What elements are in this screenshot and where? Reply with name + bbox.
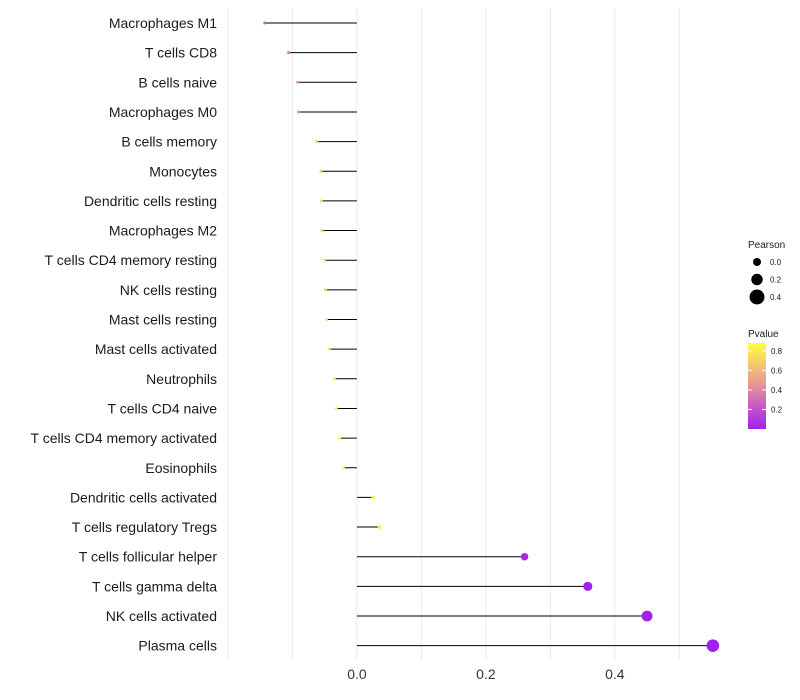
lollipop-point — [287, 51, 291, 55]
legend-pearson-title: Pearson — [748, 240, 785, 251]
x-tick-label: 0.2 — [476, 666, 496, 682]
category-label: B cells memory — [121, 134, 217, 150]
lollipop-point — [334, 406, 338, 410]
x-tick-label: 0.4 — [605, 666, 625, 682]
lollipop-point — [296, 110, 300, 114]
lollipop-stems — [264, 22, 713, 647]
legend-size-point — [749, 289, 765, 305]
category-label: T cells CD4 naive — [108, 400, 218, 416]
lollipop-point — [325, 318, 329, 321]
legend-size-point — [751, 273, 763, 286]
colorbar-tick-label: 0.6 — [771, 366, 783, 375]
category-label: Dendritic cells resting — [84, 193, 217, 209]
category-label: Dendritic cells activated — [70, 489, 217, 505]
category-label: B cells naive — [138, 74, 217, 90]
category-label: T cells CD8 — [145, 45, 217, 61]
legend-size-label: 0.2 — [770, 276, 782, 285]
category-label: T cells CD4 memory resting — [45, 252, 217, 268]
lollipop-point — [327, 347, 331, 351]
pvalue-colorbar — [748, 343, 766, 429]
category-label: Neutrophils — [146, 371, 217, 387]
legend-size-point — [753, 258, 761, 266]
legend-size-label: 0.4 — [770, 293, 782, 302]
category-label: Plasma cells — [138, 638, 217, 654]
lollipop-point — [319, 169, 323, 173]
category-label: Monocytes — [149, 163, 217, 179]
lollipop-point — [323, 258, 327, 262]
category-label: Macrophages M1 — [109, 15, 217, 31]
category-label: T cells follicular helper — [79, 549, 218, 565]
lollipop-point — [641, 610, 653, 622]
legend-size-label: 0.0 — [770, 258, 782, 267]
x-axis-tick-labels: 0.0 0.2 0.4 — [347, 666, 625, 682]
lollipop-point — [332, 377, 336, 381]
colorbar-tick-label: 0.8 — [771, 347, 783, 356]
grid-lines — [227, 8, 680, 660]
category-label: NK cells resting — [120, 282, 217, 298]
lollipop-point — [323, 288, 327, 292]
category-label: Mast cells resting — [109, 312, 217, 328]
lollipop-point — [377, 525, 382, 529]
lollipop-point — [263, 21, 267, 25]
lollipop-point — [706, 639, 720, 652]
lollipop-point — [341, 466, 345, 470]
lollipop-point — [583, 581, 593, 591]
category-label: NK cells activated — [106, 608, 217, 624]
lollipop-point — [371, 495, 375, 500]
lollipop-point — [520, 552, 529, 561]
category-label: Macrophages M2 — [109, 223, 217, 239]
lollipop-points — [263, 21, 720, 652]
colorbar-tick-label: 0.2 — [771, 405, 783, 414]
legend-pvalue-title: Pvalue — [748, 329, 779, 340]
lollipop-point — [296, 80, 300, 84]
lollipop-point — [319, 199, 323, 203]
lollipop-point — [320, 229, 324, 233]
category-label: T cells regulatory Tregs — [72, 519, 217, 535]
category-label: Macrophages M0 — [109, 104, 217, 120]
legend-pearson-size: Pearson 0.0 0.2 0.4 — [748, 240, 785, 305]
category-label: T cells CD4 memory activated — [31, 430, 217, 446]
category-label: Eosinophils — [145, 460, 217, 476]
category-label: Mast cells activated — [95, 341, 217, 357]
x-tick-label: 0.0 — [347, 666, 367, 682]
legend-pvalue-color: Pvalue 0.8 0.6 0.4 0.2 — [748, 329, 783, 429]
lollipop-point — [338, 436, 342, 440]
colorbar-tick-label: 0.4 — [771, 386, 783, 395]
lollipop-point — [315, 140, 319, 144]
category-label: T cells gamma delta — [92, 578, 217, 594]
category-axis-labels: Macrophages M1 T cells CD8 B cells naive Ma… — [31, 15, 218, 654]
